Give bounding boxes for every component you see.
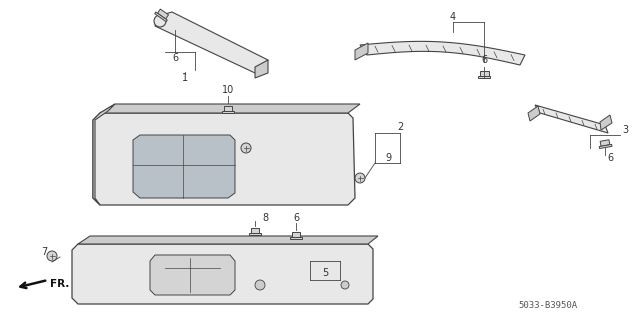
Text: 2: 2 [397,122,403,132]
FancyBboxPatch shape [600,140,610,146]
Text: 6: 6 [172,53,178,63]
Polygon shape [360,41,525,65]
Polygon shape [155,12,268,73]
Circle shape [255,280,265,290]
Text: 6: 6 [481,55,487,65]
FancyBboxPatch shape [479,70,488,76]
FancyBboxPatch shape [251,227,259,233]
Polygon shape [255,60,268,78]
Text: 9: 9 [385,153,391,163]
Bar [599,145,612,149]
Polygon shape [535,105,608,133]
Text: FR.: FR. [50,279,69,289]
Text: 1: 1 [182,73,188,83]
Polygon shape [133,135,235,198]
Text: 6: 6 [607,153,613,163]
FancyBboxPatch shape [157,9,168,19]
Text: 10: 10 [222,85,234,95]
Polygon shape [72,244,373,304]
Text: 5033-B3950A: 5033-B3950A [518,301,577,310]
Polygon shape [78,236,378,244]
Circle shape [154,15,166,27]
Circle shape [47,251,57,261]
Circle shape [341,281,349,289]
Polygon shape [93,113,355,205]
Bar [250,233,260,234]
Polygon shape [150,255,235,295]
FancyBboxPatch shape [292,232,300,236]
Bar [223,110,234,113]
Bar [477,76,490,78]
Text: 6: 6 [293,213,299,223]
FancyBboxPatch shape [224,106,232,110]
Polygon shape [100,104,360,113]
Polygon shape [93,104,115,205]
Circle shape [355,173,365,183]
Text: 5: 5 [322,268,328,278]
Text: 4: 4 [450,12,456,22]
Bar [291,236,301,239]
Polygon shape [528,106,540,121]
Bar [155,12,167,22]
Text: 8: 8 [262,213,268,223]
Polygon shape [600,115,612,130]
Circle shape [241,143,251,153]
Polygon shape [355,43,368,60]
Text: 3: 3 [622,125,628,135]
Text: 7: 7 [41,247,47,257]
